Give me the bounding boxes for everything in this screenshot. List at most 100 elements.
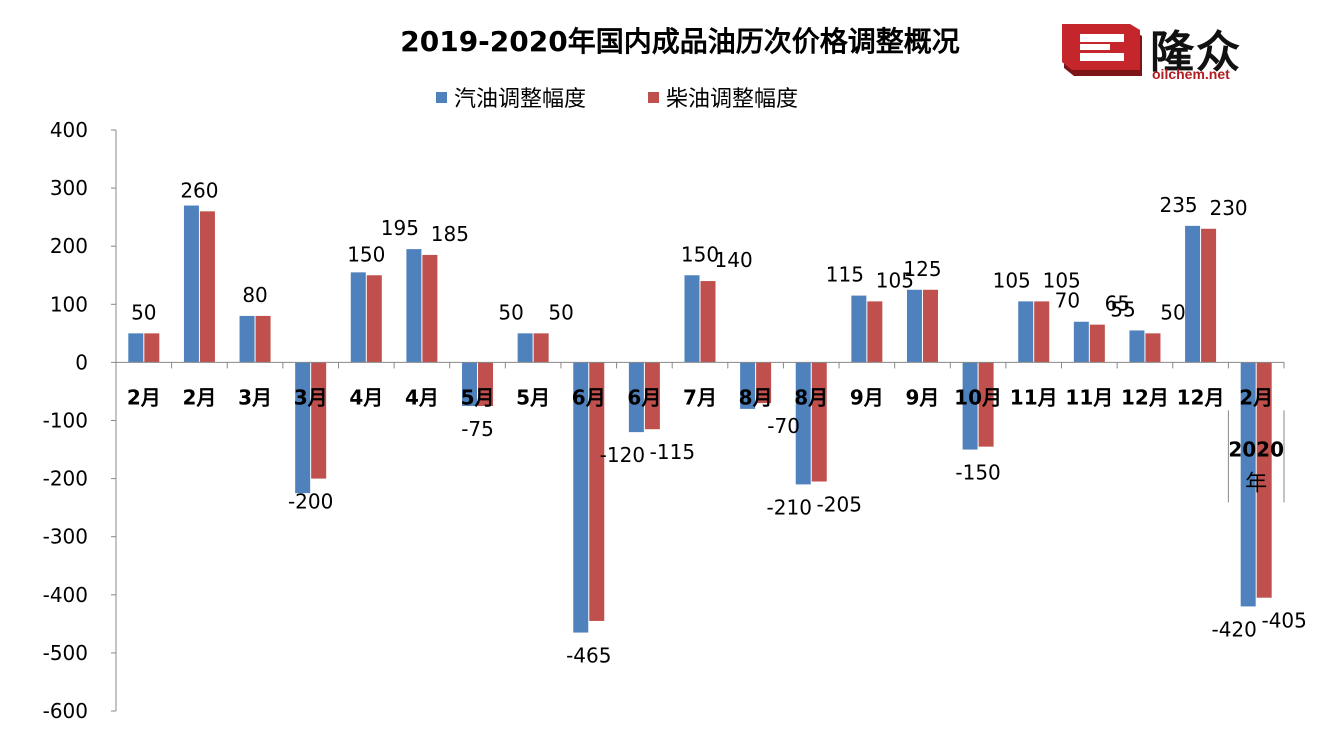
bar-diesel-17 [1089,324,1105,363]
x-tick-label: 9月 [850,385,884,409]
bar-diesel-1 [199,211,215,363]
bar-gasoline-9 [628,362,644,433]
bar-gasoline-3 [295,362,311,494]
x-tick-label: 11月 [1010,385,1058,409]
x-tick-label: 7月 [683,385,717,409]
bar-gasoline-13 [851,295,867,363]
data-label: 235 [1159,193,1197,217]
bar-diesel-15 [978,362,994,447]
x-tick-label: 6月 [627,385,661,409]
y-tick-label: -300 [43,525,88,549]
bar-gasoline-5 [406,249,422,363]
y-tick-label: 0 [75,350,88,374]
data-label: -70 [767,414,800,438]
group-label-year: 2020 [1228,437,1284,461]
bar-diesel-14 [922,289,938,363]
x-tick-label: 4月 [405,385,439,409]
data-label: 230 [1209,196,1247,220]
bar-gasoline-0 [128,333,144,363]
bar-gasoline-18 [1129,330,1145,363]
data-label: 115 [826,263,864,287]
bar-gasoline-14 [906,289,922,363]
data-label: -75 [461,417,494,441]
legend-label-gasoline: 汽油调整幅度 [454,87,587,112]
legend-item-gasoline: 汽油调整幅度 [436,81,586,113]
data-label: 105 [876,268,914,292]
bar-gasoline-6 [462,362,478,406]
brand-url: oilchem.net [1152,66,1230,82]
data-label: 260 [180,178,218,202]
data-label: 150 [347,242,385,266]
y-tick-label: 400 [50,118,88,142]
bar-gasoline-17 [1073,321,1089,363]
x-tick-label: 11月 [1065,385,1113,409]
data-label: -420 [1211,617,1256,641]
data-label: -405 [1261,609,1306,633]
brand-logo: 隆众 oilchem.net [1062,20,1298,82]
legend-label-diesel: 柴油调整幅度 [666,87,799,112]
bar-diesel-5 [422,254,438,363]
bar-diesel-13 [867,301,883,363]
data-label: 50 [131,300,156,324]
x-tick-label: 9月 [906,385,940,409]
data-label: -465 [566,644,611,668]
y-tick-label: -600 [43,699,88,723]
data-label: -200 [288,490,333,514]
legend: 汽油调整幅度 柴油调整幅度 [436,82,860,112]
x-tick-label: 2月 [127,385,161,409]
legend-swatch-diesel [648,91,660,103]
x-tick-label: 5月 [516,385,550,409]
bar-gasoline-4 [350,272,366,363]
data-label: 150 [681,242,719,266]
y-tick-label: -100 [43,409,88,433]
bar-diesel-2 [255,315,271,363]
x-tick-label: 6月 [572,385,606,409]
bar-gasoline-7 [517,333,533,363]
y-tick-label: 100 [50,292,88,316]
data-label: 105 [1043,268,1081,292]
data-label: -115 [650,440,695,464]
bar-diesel-7 [533,333,549,363]
bar-diesel-9 [644,362,660,430]
bar-gasoline-1 [183,205,199,363]
bar-diesel-12 [811,362,827,482]
legend-item-diesel: 柴油调整幅度 [648,81,798,113]
bar-diesel-11 [756,362,772,404]
data-label: 195 [381,216,419,240]
x-tick-label: 12月 [1121,385,1169,409]
data-label: 70 [1055,289,1080,313]
bar-gasoline-15 [962,362,978,450]
data-label: 185 [431,222,469,246]
bar-diesel-16 [1034,301,1050,363]
bar-gasoline-19 [1185,225,1201,363]
data-label: -205 [817,493,862,517]
data-label: 80 [242,283,267,307]
x-tick-label: 2月 [1239,385,1273,409]
data-label: 50 [1160,300,1185,324]
x-tick-label: 8月 [794,385,828,409]
bar-gasoline-8 [573,362,589,633]
data-label: 55 [1110,297,1135,321]
bar-diesel-4 [366,275,382,363]
data-label: 105 [993,268,1031,292]
bar-gasoline-11 [740,362,756,409]
bar-diesel-18 [1145,333,1161,363]
x-tick-label: 10月 [954,385,1002,409]
bar-gasoline-10 [684,275,700,363]
data-label: 140 [715,248,753,272]
bar-gasoline-16 [1018,301,1034,363]
x-tick-label: 3月 [294,385,328,409]
x-tick-label: 2月 [182,385,216,409]
brand-name: 隆众 [1150,27,1242,78]
bar-gasoline-20 [1240,362,1256,607]
bar-diesel-0 [144,333,160,363]
bar-diesel-20 [1256,362,1272,598]
logo-mark-icon [1062,24,1142,76]
bar-diesel-3 [311,362,327,479]
data-label: 125 [903,257,941,281]
data-label: -210 [767,495,812,519]
bar-gasoline-2 [239,315,255,363]
x-tick-label: 12月 [1177,385,1225,409]
